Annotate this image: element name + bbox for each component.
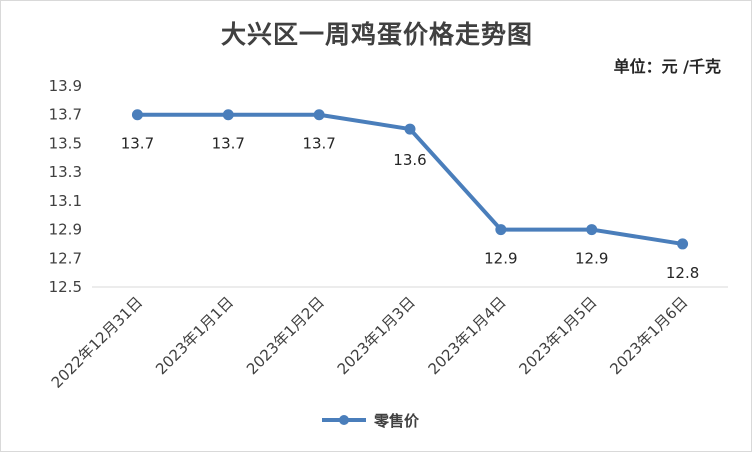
data-point (222, 109, 234, 121)
legend: 零售价 (322, 412, 420, 430)
y-tick-label: 12.5 (49, 278, 82, 296)
x-tick-label: 2023年1月4日 (425, 293, 510, 378)
series-layer (131, 109, 689, 250)
x-tick-label: 2023年1月1日 (152, 293, 237, 378)
x-tick-label: 2023年1月3日 (334, 293, 419, 378)
y-tick-label: 13.3 (49, 163, 82, 181)
unit-label: 单位：元 /千克 (613, 57, 721, 76)
data-point (586, 224, 598, 236)
data-label: 13.7 (302, 135, 335, 153)
data-label: 12.9 (575, 250, 608, 268)
x-tick-label: 2022年12月31日 (48, 293, 147, 392)
x-tick-label: 2023年1月6日 (606, 293, 691, 378)
y-tick-label: 12.9 (49, 221, 82, 239)
legend-label: 零售价 (373, 412, 420, 430)
y-tick-label: 13.9 (49, 77, 82, 95)
legend-marker (339, 415, 349, 425)
y-tick-label: 12.7 (49, 249, 82, 267)
data-label: 13.7 (212, 135, 245, 153)
data-label: 12.9 (484, 250, 517, 268)
chart-title: 大兴区一周鸡蛋价格走势图 (220, 20, 533, 49)
data-label: 13.7 (121, 135, 154, 153)
data-label: 12.8 (666, 264, 699, 282)
x-tick-label: 2023年1月2日 (243, 293, 328, 378)
x-tick-label: 2023年1月5日 (516, 293, 601, 378)
y-tick-label: 13.1 (49, 192, 82, 210)
y-tick-label: 13.5 (49, 134, 82, 152)
data-point (404, 123, 416, 135)
x-axis-ticks: 2022年12月31日 2023年1月1日 2023年1月2日 2023年1月3日 20… (48, 293, 692, 392)
data-label: 13.6 (393, 151, 426, 169)
y-axis-ticks: 12.5 12.7 12.9 13.1 13.3 13.5 13.7 13.9 (49, 77, 82, 296)
data-labels: 13.7 13.7 13.7 13.6 12.9 12.9 12.8 (121, 135, 700, 282)
data-point (131, 109, 143, 121)
y-tick-label: 13.7 (49, 106, 82, 124)
data-point (495, 224, 507, 236)
data-point (677, 238, 689, 250)
data-point (313, 109, 325, 121)
